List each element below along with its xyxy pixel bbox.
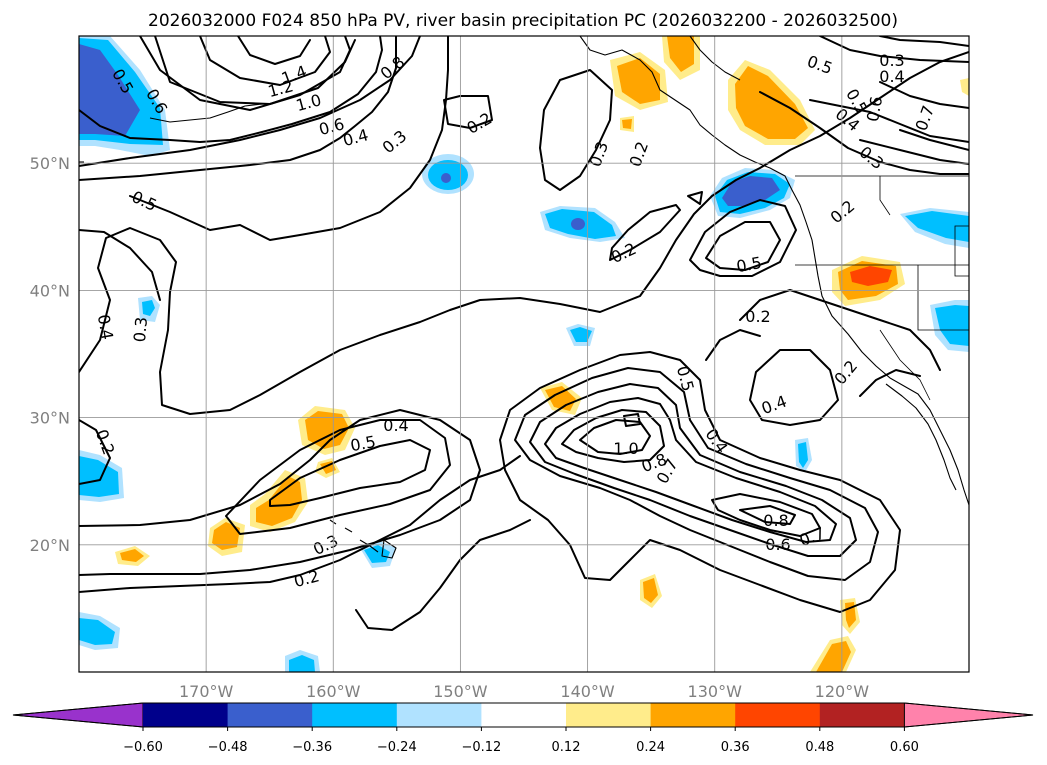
colorbar-segment xyxy=(735,703,821,727)
colorbar-tick-label: 0.60 xyxy=(890,740,919,755)
colorbar-segment xyxy=(312,703,398,727)
colorbar-tick-label: 0.12 xyxy=(552,740,581,755)
colorbar-tick-label: −0.12 xyxy=(461,740,501,755)
colorbar-tick-label: −0.24 xyxy=(377,740,417,755)
lat-tick-label: 30°N xyxy=(30,409,70,428)
contour-label: 0.5 xyxy=(735,253,763,276)
contour-label: 1.0 xyxy=(613,439,638,458)
lon-tick-label: 140°W xyxy=(560,682,615,701)
pv-contours xyxy=(79,36,969,631)
lat-tick-label: 20°N xyxy=(30,536,70,555)
lat-tick-label: 40°N xyxy=(30,281,70,300)
latitude-labels: 50°N 40°N 30°N 20°N xyxy=(30,154,70,555)
lon-tick-label: 160°W xyxy=(306,682,361,701)
colorbar-tick-label: 0.36 xyxy=(721,740,750,755)
lon-tick-label: 120°W xyxy=(815,682,870,701)
colorbar-tick-label: −0.60 xyxy=(123,740,163,755)
colorbar-extend-min xyxy=(12,702,144,728)
map-frame xyxy=(78,35,970,673)
colorbar-tick-label: 0.48 xyxy=(805,740,834,755)
lon-tick-label: 150°W xyxy=(433,682,488,701)
colorbar-segment xyxy=(481,703,567,727)
colorbar-segment xyxy=(227,703,313,727)
contour-label: 0.4 xyxy=(94,313,117,341)
contour-label: 0.4 xyxy=(383,416,408,435)
figure-title: 2026032000 F024 850 hPa PV, river basin … xyxy=(148,11,898,31)
colorbar-tick-label: −0.48 xyxy=(208,740,248,755)
lon-tick-label: 170°W xyxy=(179,682,234,701)
colorbar: −0.60 −0.48 −0.36 −0.24 −0.12 0.12 0.24 0.36 0.4… xyxy=(12,702,1034,755)
colorbar-tick-label: −0.36 xyxy=(292,740,332,755)
contour-label: 0.6 xyxy=(863,95,886,123)
colorbar-tick-label: 0.24 xyxy=(636,740,665,755)
longitude-labels: 170°W 160°W 150°W 140°W 130°W 120°W xyxy=(179,682,869,701)
graticule xyxy=(79,36,969,672)
contour-label: 0.2 xyxy=(745,307,770,326)
positive-precip-shading xyxy=(115,36,969,672)
colorbar-segment xyxy=(566,703,652,727)
colorbar-segment xyxy=(143,703,229,727)
map-panel: 0.5 0.6 1.4 1.2 1.0 0.8 0.6 0.4 0.3 0.5 … xyxy=(79,36,969,672)
colorbar-extend-max xyxy=(903,702,1034,728)
contour-label: 0.4 xyxy=(879,67,904,86)
lon-tick-label: 130°W xyxy=(688,682,743,701)
colorbar-segment xyxy=(396,703,482,727)
colorbar-segment xyxy=(650,703,736,727)
negative-precip-shading xyxy=(79,36,969,672)
contour-label: 0.8 xyxy=(763,511,788,530)
contour-label: 0.3 xyxy=(130,316,151,343)
contour-label: 0.5 xyxy=(349,432,377,455)
lat-tick-label: 50°N xyxy=(30,154,70,173)
colorbar-segment xyxy=(819,703,905,727)
contour-label: 0.3 xyxy=(879,51,904,70)
